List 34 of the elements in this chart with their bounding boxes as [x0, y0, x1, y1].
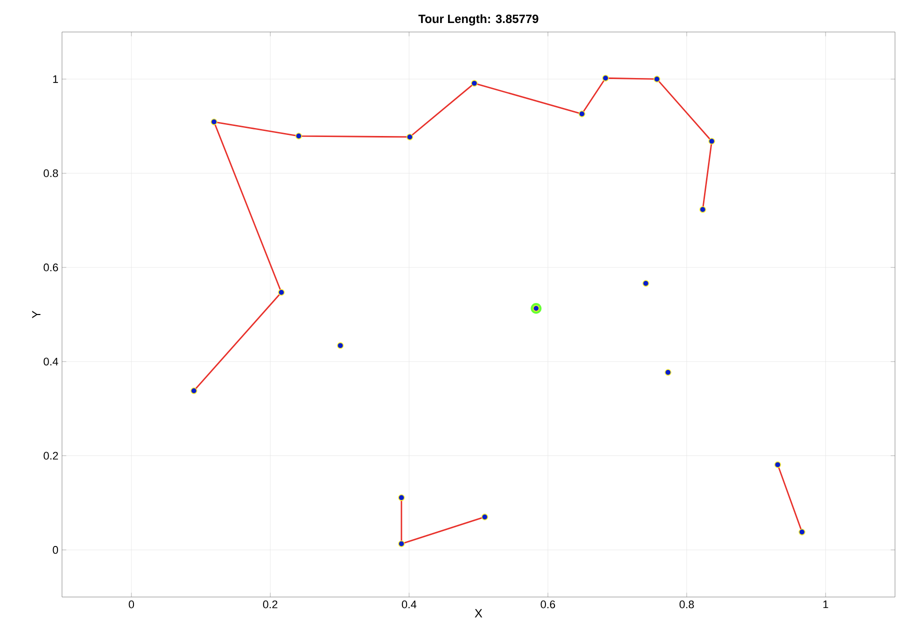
- point: [210, 118, 218, 126]
- point: [398, 540, 405, 548]
- x-tick-label: 0.4: [402, 600, 416, 608]
- point: [481, 514, 488, 520]
- y-tick-label: 0.6: [44, 264, 58, 272]
- y-tick-label: 0.8: [44, 169, 58, 178]
- y-tick-label: 0: [52, 546, 58, 554]
- point: [642, 280, 650, 287]
- point: [699, 206, 706, 213]
- y-tick-label: 1: [53, 75, 58, 83]
- point: [654, 76, 660, 82]
- y-tick-label: 0.2: [44, 452, 58, 460]
- point: [708, 138, 716, 145]
- point: [471, 80, 478, 87]
- point: [278, 289, 285, 296]
- point: [602, 74, 609, 82]
- x-tick-label: 0.2: [263, 600, 278, 608]
- x-tick-label: 1: [823, 600, 828, 608]
- point: [578, 110, 586, 118]
- chart-title: Tour Length: 3.85779: [418, 14, 538, 26]
- x-tick-label: 0.6: [540, 600, 556, 608]
- point: [190, 387, 198, 394]
- x-tick-label: 0: [128, 600, 134, 608]
- x-axis-title: X: [474, 609, 482, 618]
- point: [406, 134, 414, 140]
- point: [337, 342, 344, 349]
- point: [774, 461, 781, 468]
- point: [295, 132, 302, 140]
- point: [398, 494, 405, 501]
- y-axis-title: Y: [32, 310, 40, 318]
- y-tick-label: 0.4: [44, 358, 58, 366]
- x-tick-label: 0.8: [680, 600, 694, 608]
- point: [664, 369, 672, 376]
- point: [798, 528, 806, 536]
